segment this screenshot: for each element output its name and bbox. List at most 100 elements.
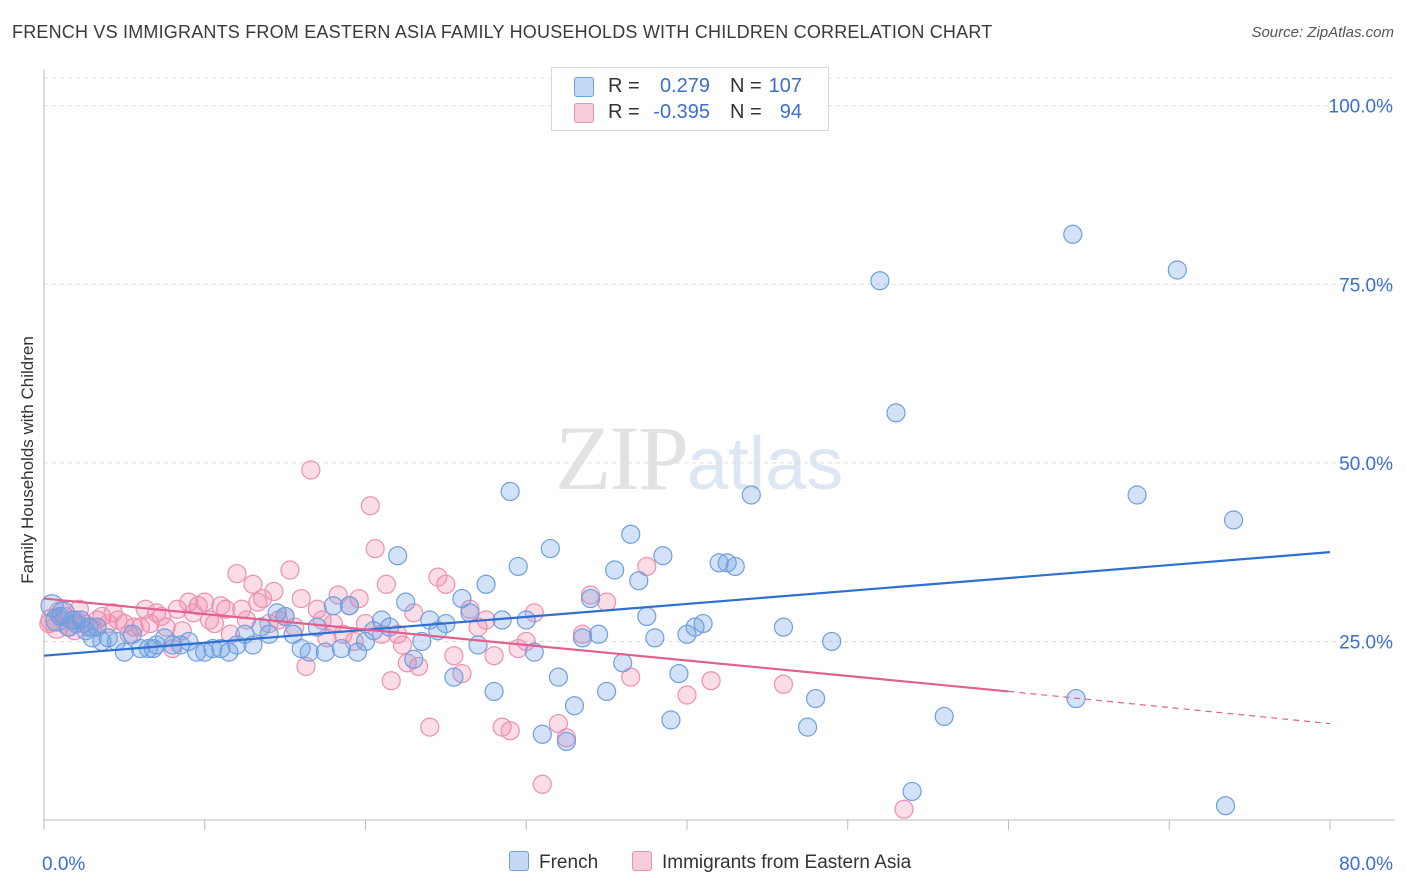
point-french [934, 706, 954, 727]
legend-swatch-immigrants [632, 851, 652, 871]
point-french [122, 624, 143, 644]
point-french [339, 596, 360, 616]
axes [43, 70, 1394, 830]
point-french [822, 631, 842, 652]
point-immigrants [301, 460, 321, 480]
point-immigrants [333, 624, 353, 644]
point-french [556, 731, 577, 752]
point-french [347, 642, 368, 662]
watermark-atlas: atlas [687, 422, 844, 505]
point-french [580, 588, 601, 609]
point-immigrants [894, 799, 914, 819]
point-french [572, 628, 593, 648]
point-french [741, 485, 761, 505]
legend-item-immigrants: Immigrants from Eastern Asia [632, 851, 911, 874]
point-immigrants [39, 613, 59, 634]
point-immigrants [216, 599, 236, 619]
point-immigrants [195, 592, 215, 612]
point-immigrants [365, 538, 385, 559]
legend-swatch-immigrants [574, 103, 594, 123]
point-french [773, 617, 794, 637]
point-french [396, 592, 416, 612]
point-french [613, 653, 633, 673]
point-immigrants [381, 671, 401, 691]
series-legend: French Immigrants from Eastern Asia [0, 851, 1406, 877]
point-immigrants [773, 674, 794, 694]
legend-n-label: N = [730, 75, 762, 97]
point-immigrants [597, 592, 617, 612]
y-tick-label: 75.0% [1339, 275, 1393, 296]
x-tick-label: 80.0% [1339, 854, 1393, 875]
point-immigrants [360, 496, 380, 516]
point-immigrants [172, 621, 192, 641]
point-french [1223, 510, 1244, 530]
legend-swatch-french [509, 851, 529, 871]
point-french [508, 556, 528, 577]
watermark-zip: ZIP [555, 407, 689, 509]
watermark: ZIPatlas [555, 405, 843, 511]
point-french [516, 610, 536, 630]
point-french [323, 596, 343, 616]
point-immigrants [349, 588, 369, 609]
point-french [1063, 224, 1083, 244]
y-tick-label: 25.0% [1339, 632, 1393, 653]
point-immigrants [677, 685, 697, 705]
point-french [203, 638, 223, 659]
point-immigrants [167, 599, 188, 619]
point-immigrants [151, 606, 171, 627]
point-immigrants [124, 617, 144, 637]
point-immigrants [420, 717, 440, 737]
point-french [1127, 485, 1147, 505]
point-french [564, 696, 585, 716]
source-label: Source: ZipAtlas.com [1251, 24, 1394, 41]
point-french [621, 524, 641, 544]
legend-r-label: R = [608, 101, 640, 123]
point-immigrants [291, 588, 311, 609]
point-french [71, 610, 91, 630]
point-french [524, 642, 544, 662]
point-french [629, 571, 649, 591]
point-french [299, 642, 319, 662]
y-tick-label: 50.0% [1339, 454, 1393, 475]
point-immigrants [637, 556, 657, 577]
point-french [179, 631, 199, 652]
trend-lines [43, 551, 1331, 725]
legend-r-value: -0.395 [653, 101, 710, 123]
point-immigrants [500, 721, 520, 741]
point-french [637, 606, 657, 627]
point-french [805, 688, 826, 709]
point-immigrants [532, 774, 552, 794]
legend-r-label: R = [608, 75, 640, 97]
point-french [404, 649, 424, 669]
point-french [540, 538, 560, 559]
point-immigrants [428, 567, 448, 587]
point-french [653, 546, 673, 566]
point-french [79, 617, 99, 637]
point-french [669, 663, 689, 684]
point-french [243, 635, 263, 655]
y-axis-label: Family Households with Children [18, 336, 37, 584]
point-immigrants [296, 656, 316, 677]
point-french [388, 546, 408, 566]
legend-n-value: 94 [779, 101, 802, 123]
tick-labels: 25.0% 50.0% 75.0% 100.0% 0.0% 80.0% [42, 97, 1393, 875]
point-french [725, 556, 745, 577]
point-french [331, 638, 351, 659]
point-immigrants [376, 574, 396, 594]
point-french [588, 624, 609, 644]
legend-n-label: N = [730, 101, 762, 123]
legend-r-value: 0.279 [659, 75, 710, 97]
point-french [315, 642, 335, 662]
x-tick-label: 0.0% [42, 854, 85, 875]
point-french [1215, 796, 1236, 816]
point-immigrants [227, 563, 247, 584]
point-french [661, 710, 681, 730]
legend-row-french: R = 0.279 N = 107 [552, 74, 828, 100]
legend-label-french: French [539, 852, 599, 873]
point-french [645, 628, 665, 648]
point-french [444, 667, 464, 687]
chart-title: FRENCH VS IMMIGRANTS FROM EASTERN ASIA F… [12, 22, 993, 42]
series-french-points [40, 224, 1244, 816]
legend-n-value: 107 [768, 75, 802, 97]
